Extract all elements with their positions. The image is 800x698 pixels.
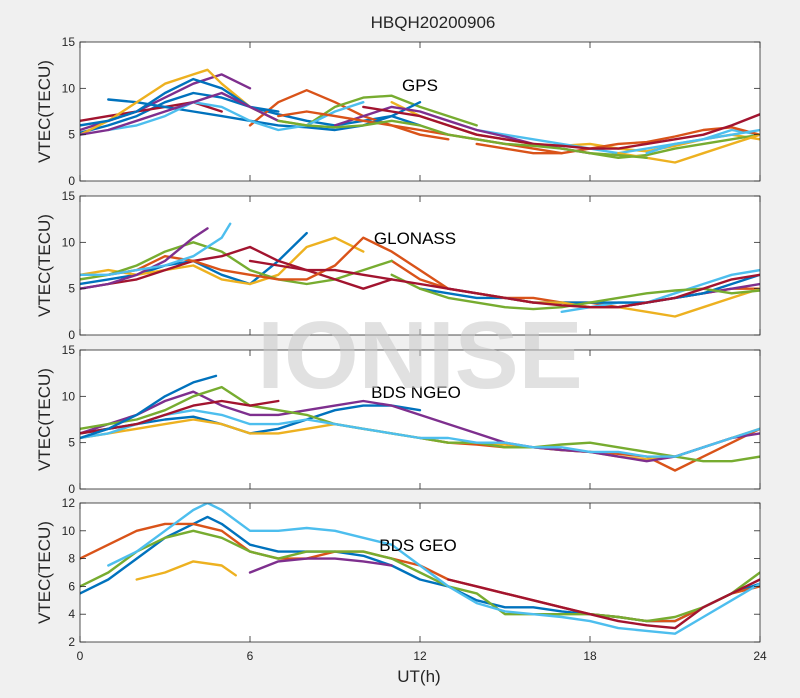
y-tick-label: 0 [68, 482, 75, 496]
series-group [80, 503, 760, 635]
y-tick-label: 5 [68, 128, 75, 142]
y-tick-label: 2 [68, 635, 75, 649]
x-tick-label: 12 [413, 649, 427, 663]
y-tick-label: 10 [62, 235, 76, 249]
watermark-text: IONISE [257, 302, 582, 409]
x-tick-label: 24 [753, 649, 767, 663]
series-line [588, 133, 760, 160]
series-line [277, 119, 648, 160]
series-line [107, 503, 760, 635]
panel-2: 0 5 10 15 VTEC(TECU) BDS NGEO [35, 343, 761, 496]
y-tick-label: 10 [62, 81, 76, 95]
panel-label: BDS NGEO [371, 383, 461, 402]
y-tick-label: 10 [62, 389, 76, 403]
panel-0: 0 5 10 15 VTEC(TECU) GPS [35, 35, 761, 188]
panel-label: GPS [402, 76, 438, 95]
series-line [248, 557, 393, 574]
x-tick-label: 0 [77, 649, 84, 663]
series-line [107, 236, 450, 290]
y-tick-label: 5 [68, 282, 75, 296]
y-tick-label: 12 [62, 496, 76, 510]
series-line [475, 126, 760, 155]
series-line [645, 128, 760, 155]
series-line [135, 560, 238, 581]
y-tick-label: 6 [68, 579, 75, 593]
series-group [80, 68, 760, 164]
x-tick-label: 18 [583, 649, 597, 663]
series-line [248, 88, 450, 141]
panel-label: BDS GEO [379, 536, 456, 555]
series-group [80, 374, 760, 472]
y-tick-label: 15 [62, 189, 76, 203]
y-axis-label: VTEC(TECU) [35, 214, 54, 317]
series-line [80, 409, 760, 458]
panel-1: 0 5 10 15 VTEC(TECU) GLONASS [35, 189, 761, 342]
series-line [107, 100, 365, 132]
series-line [80, 245, 393, 290]
series-line [80, 91, 280, 136]
series-line [80, 236, 365, 286]
y-tick-label: 15 [62, 343, 76, 357]
series-line [80, 374, 218, 440]
series-line [248, 259, 760, 309]
y-axis-label: VTEC(TECU) [35, 60, 54, 163]
y-tick-label: 15 [62, 35, 76, 49]
y-tick-label: 10 [62, 524, 76, 538]
series-line [80, 529, 760, 623]
x-axis-label: UT(h) [397, 667, 440, 686]
figure-title: HBQH20200906 [371, 13, 496, 32]
y-tick-label: 5 [68, 436, 75, 450]
y-axis-label: VTEC(TECU) [35, 521, 54, 624]
series-line [80, 222, 232, 276]
y-tick-label: 8 [68, 552, 75, 566]
series-group [80, 222, 760, 318]
y-axis-label: VTEC(TECU) [35, 368, 54, 471]
panel-label: GLONASS [374, 229, 456, 248]
series-line [80, 399, 280, 435]
panels: 0 5 10 15 VTEC(TECU) GPS 0 5 10 15 VTEC(TECU) GLONA… [35, 35, 767, 663]
series-line [305, 94, 478, 127]
y-tick-label: 0 [68, 328, 75, 342]
series-line [80, 390, 760, 463]
y-tick-label: 4 [68, 607, 75, 621]
series-line [447, 578, 760, 630]
series-line [362, 105, 760, 150]
x-tick-label: 6 [247, 649, 254, 663]
y-tick-label: 0 [68, 174, 75, 188]
series-line [80, 241, 393, 286]
